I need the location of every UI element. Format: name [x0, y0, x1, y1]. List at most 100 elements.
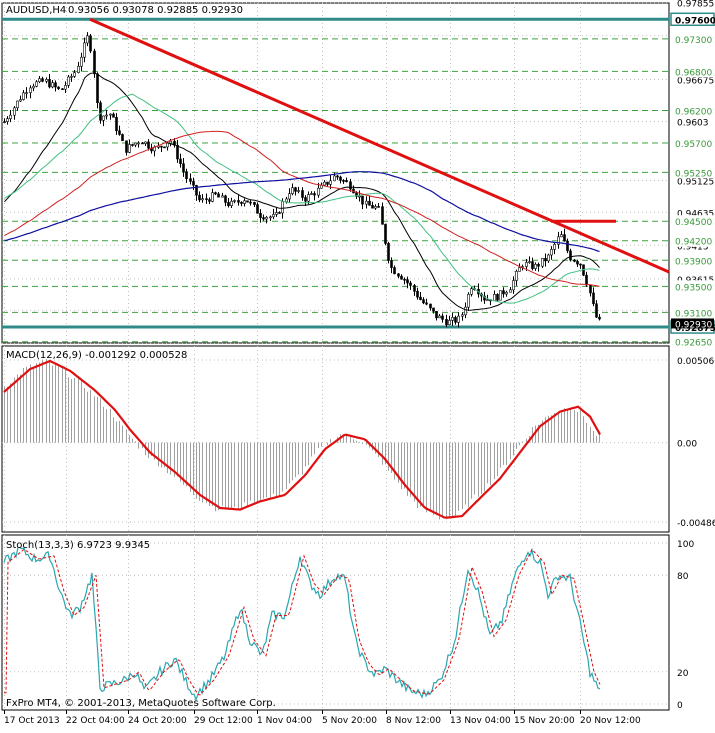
level-label-box: [671, 166, 714, 179]
level-labels: 0.97600 0.97300 0.96800 0.96200 0.95700 0.952…: [670, 12, 715, 349]
candle-body: [243, 200, 246, 204]
candle-body: [262, 217, 265, 220]
candle-body: [493, 294, 496, 302]
candle-body: [326, 181, 329, 185]
candle-body: [269, 216, 272, 219]
x-tick-label: 17 Oct 2013: [4, 716, 60, 726]
candle-body: [374, 206, 377, 209]
level-label-text: 0.97600: [675, 16, 715, 26]
level-label-box: [671, 32, 714, 45]
candle-body: [573, 259, 576, 262]
candle-body: [518, 267, 521, 272]
candle-body: [160, 145, 163, 148]
candle-body: [137, 142, 140, 145]
candle-body: [217, 193, 220, 198]
candle-body: [534, 264, 537, 269]
level-label-box: [671, 215, 714, 228]
last-price-text: 0.92930: [675, 320, 712, 330]
candle-body: [537, 264, 540, 267]
candle-body: [96, 73, 99, 104]
price-y-tick-label: 0.95125: [677, 177, 714, 187]
candle-body: [61, 88, 64, 90]
candle-body: [163, 146, 166, 149]
candle-body: [563, 234, 566, 242]
candle-body: [339, 176, 342, 181]
price-y-tick-label: 0.96675: [677, 77, 714, 87]
candle-body: [77, 65, 80, 73]
level-label-box: [671, 234, 714, 247]
level-label-text: 0.92875: [675, 324, 715, 334]
candle-body: [121, 134, 124, 142]
x-tick-label: 24 Oct 20:00: [128, 716, 187, 726]
candle-body: [425, 302, 428, 305]
candle-body: [115, 117, 118, 132]
level-label-box: [671, 335, 714, 348]
candle-body: [48, 79, 51, 88]
level-label-box: [671, 137, 714, 150]
candle-body: [249, 201, 252, 204]
level-label-text: 0.94500: [675, 218, 712, 228]
candle-body: [448, 320, 451, 326]
ma-long-line: [4, 171, 600, 253]
candle-body: [329, 180, 332, 185]
candle-body: [83, 42, 86, 58]
candle-body: [592, 292, 595, 305]
candle-body: [445, 319, 448, 326]
candle-body: [157, 145, 160, 148]
candle-body: [377, 206, 380, 208]
moving-averages: [4, 72, 600, 311]
x-tick-label: 15 Nov 20:00: [514, 716, 575, 726]
x-tick-label: 5 Nov 20:00: [322, 716, 377, 726]
x-tick-label: 8 Nov 12:00: [386, 716, 441, 726]
candle-body: [310, 193, 313, 195]
candle-body: [598, 316, 601, 320]
candle-body: [22, 92, 25, 100]
stoch-signal-line: [4, 548, 601, 696]
x-tick-label: 1 Nov 04:00: [257, 716, 312, 726]
candle-body: [125, 140, 128, 153]
candle-body: [541, 258, 544, 267]
candle-body: [371, 205, 374, 209]
candle-body: [413, 285, 416, 292]
candle-body: [182, 163, 185, 172]
candle-body: [214, 192, 217, 195]
candle-body: [301, 190, 304, 198]
level-label-text: 0.95250: [675, 169, 712, 179]
candle-body: [176, 144, 179, 160]
candle-body: [285, 198, 288, 203]
candle-body: [9, 114, 12, 120]
candle-body: [553, 244, 556, 250]
price-ohlc-label: 0.93056 0.93078 0.92885 0.92930: [68, 5, 243, 16]
candle-body: [41, 78, 44, 82]
candle-body: [451, 317, 454, 321]
candle-body: [99, 102, 102, 121]
level-label-text: 0.97300: [675, 36, 712, 46]
candle-body: [112, 113, 115, 118]
candle-body: [35, 81, 38, 87]
trendlines: [89, 17, 670, 274]
ma-mid-line: [4, 93, 600, 304]
candle-body: [528, 261, 531, 263]
candle-body: [429, 303, 432, 309]
candle-body: [304, 197, 307, 202]
candle-body: [86, 35, 89, 44]
candle-body: [441, 315, 444, 320]
candle-body: [25, 92, 28, 94]
copyright-text: FxPro MT4, © 2001-2013, MetaQuotes Softw…: [6, 698, 276, 709]
stoch-panel-frame: [1, 534, 670, 711]
candle-body: [345, 180, 348, 183]
candle-body: [54, 82, 57, 88]
candle-body: [313, 193, 316, 196]
resistance-trendline: [89, 17, 670, 274]
candle-body: [105, 114, 108, 117]
candle-body: [457, 315, 460, 323]
candle-body: [550, 249, 553, 256]
candle-body: [29, 87, 32, 93]
candle-body: [409, 282, 412, 286]
candle-body: [134, 142, 137, 146]
candle-body: [128, 144, 131, 153]
candle-body: [45, 79, 48, 82]
candle-body: [499, 290, 502, 301]
stoch-y-tick-label: 100: [677, 540, 694, 550]
x-tick-label: 13 Nov 04:00: [450, 716, 511, 726]
